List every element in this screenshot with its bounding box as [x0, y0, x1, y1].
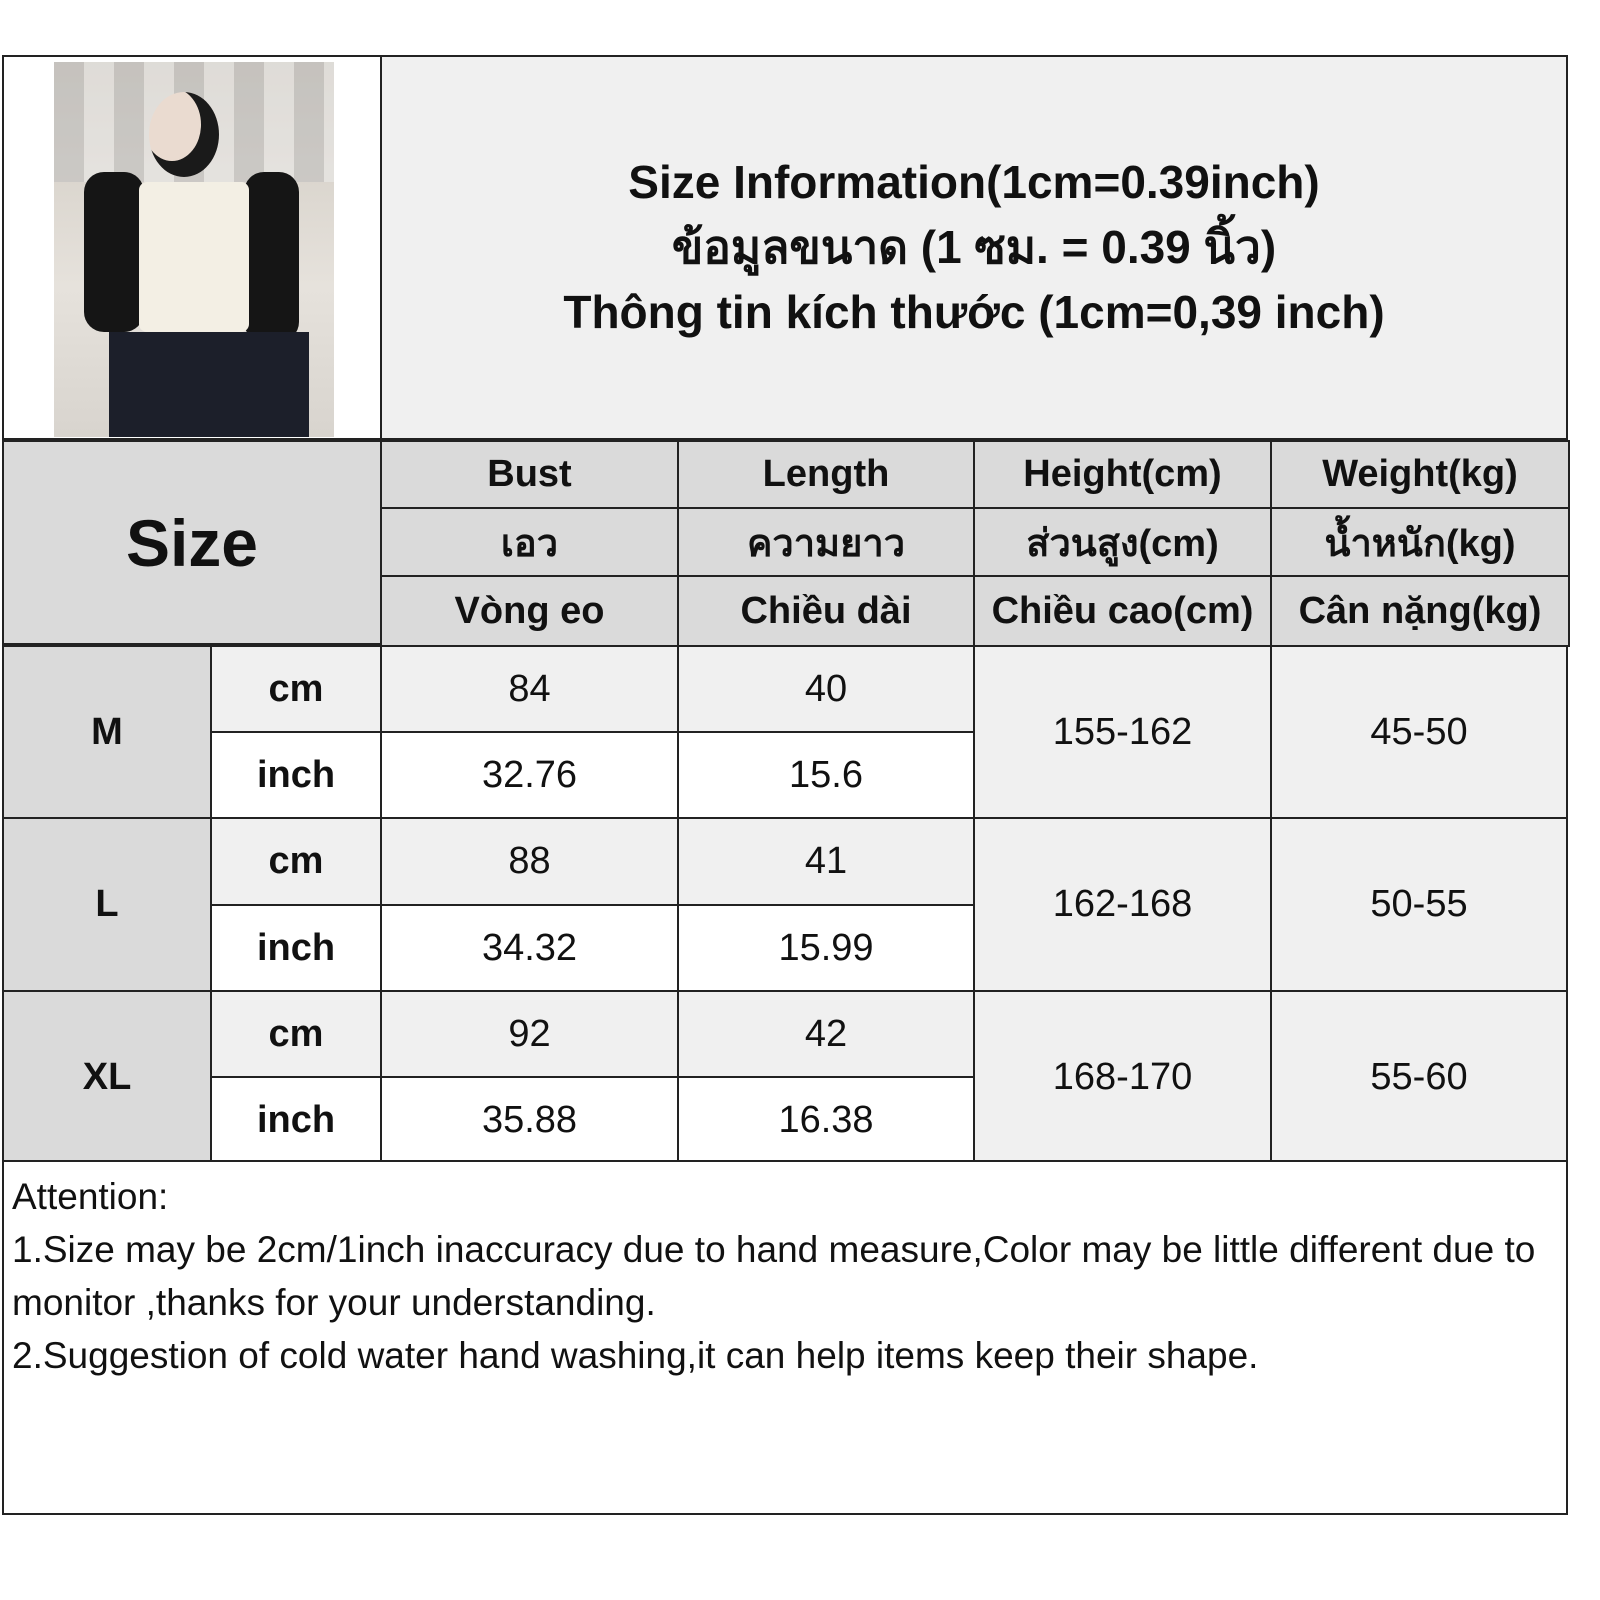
bust-cm: 92: [380, 990, 679, 1078]
product-photo: [54, 62, 334, 437]
column-header-en: Weight(kg): [1270, 440, 1570, 509]
unit-label-inch: inch: [210, 1076, 382, 1164]
column-header-th: น้ำหนัก(kg): [1270, 507, 1570, 577]
attention-heading: Attention:: [12, 1176, 169, 1217]
height-range: 155-162: [973, 645, 1272, 819]
length-inch: 16.38: [677, 1076, 975, 1164]
attention-notes: Attention: 1.Size may be 2cm/1inch inacc…: [2, 1160, 1568, 1515]
unit-label-cm: cm: [210, 817, 382, 906]
size-header: Size: [2, 440, 382, 645]
length-cm: 41: [677, 817, 975, 906]
weight-range: 45-50: [1270, 645, 1568, 819]
weight-range: 55-60: [1270, 990, 1568, 1164]
height-range: 168-170: [973, 990, 1272, 1164]
attention-note-1: 1.Size may be 2cm/1inch inaccuracy due t…: [12, 1229, 1536, 1323]
unit-label-cm: cm: [210, 645, 382, 733]
bust-inch: 32.76: [380, 731, 679, 819]
title-english: Size Information(1cm=0.39inch): [628, 156, 1320, 208]
unit-label-cm: cm: [210, 990, 382, 1078]
bust-inch: 34.32: [380, 904, 679, 992]
column-header-th: เอว: [380, 507, 679, 577]
bust-inch: 35.88: [380, 1076, 679, 1164]
size-label: M: [2, 645, 212, 819]
column-header-vi: Chiều cao(cm): [973, 575, 1272, 647]
weight-range: 50-55: [1270, 817, 1568, 992]
unit-label-inch: inch: [210, 904, 382, 992]
bust-cm: 88: [380, 817, 679, 906]
size-label: XL: [2, 990, 212, 1164]
column-header-th: ส่วนสูง(cm): [973, 507, 1272, 577]
size-info-title: Size Information(1cm=0.39inch) ข้อมูลขนา…: [380, 55, 1568, 440]
length-inch: 15.6: [677, 731, 975, 819]
unit-label-inch: inch: [210, 731, 382, 819]
length-cm: 40: [677, 645, 975, 733]
column-header-en: Bust: [380, 440, 679, 509]
column-header-vi: Cân nặng(kg): [1270, 575, 1570, 647]
column-header-th: ความยาว: [677, 507, 975, 577]
title-vietnamese: Thông tin kích thước (1cm=0,39 inch): [563, 286, 1385, 338]
length-inch: 15.99: [677, 904, 975, 992]
height-range: 162-168: [973, 817, 1272, 992]
size-label: L: [2, 817, 212, 992]
product-photo-cell: [2, 55, 382, 440]
column-header-en: Height(cm): [973, 440, 1272, 509]
title-thai: ข้อมูลขนาด (1 ซม. = 0.39 นิ้ว): [671, 221, 1277, 273]
column-header-vi: Vòng eo: [380, 575, 679, 647]
bust-cm: 84: [380, 645, 679, 733]
attention-note-2: 2.Suggestion of cold water hand washing,…: [12, 1335, 1259, 1376]
length-cm: 42: [677, 990, 975, 1078]
column-header-vi: Chiều dài: [677, 575, 975, 647]
column-header-en: Length: [677, 440, 975, 509]
